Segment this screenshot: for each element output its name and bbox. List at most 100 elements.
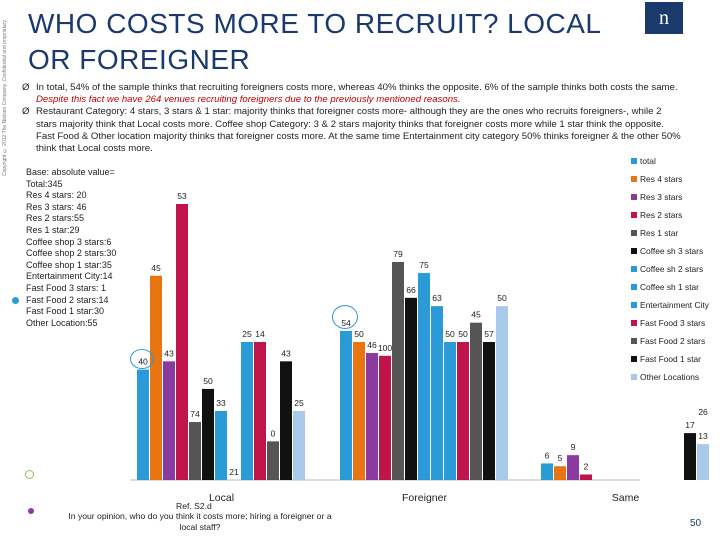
legend-swatch xyxy=(631,356,637,362)
data-label: 50 xyxy=(445,329,455,339)
base-header: Base: absolute value= xyxy=(26,167,115,177)
legend-swatch xyxy=(631,266,637,272)
base-line: Coffee shop 3 stars:6 xyxy=(26,236,112,247)
base-line: Fast Food 1 star:30 xyxy=(26,306,105,317)
bar xyxy=(241,342,253,480)
bullet-total: Ø In total, 54% of the sample thinks tha… xyxy=(22,82,682,106)
bar xyxy=(267,441,279,480)
data-label: 50 xyxy=(203,376,213,386)
data-label: 13 xyxy=(698,431,708,441)
bar xyxy=(405,297,417,480)
data-label: 14 xyxy=(255,329,265,339)
legend-swatch xyxy=(631,338,637,344)
bar xyxy=(457,342,469,480)
bullet-categories-text: Restaurant Category: 4 stars, 3 stars & … xyxy=(36,106,681,155)
legend-swatch xyxy=(631,158,637,164)
bar xyxy=(150,275,162,480)
legend-label: Fast Food 2 stars xyxy=(640,336,706,346)
bar xyxy=(697,444,709,480)
nielsen-logo: n xyxy=(645,2,683,34)
legend-label: Fast Food 1 star xyxy=(640,354,701,364)
highlight-circle-local xyxy=(130,349,154,369)
page-number: 50 xyxy=(690,518,702,529)
legend-swatch xyxy=(631,320,637,326)
data-label: 75 xyxy=(419,260,429,270)
data-label: 50 xyxy=(354,329,364,339)
base-line: Entertainment City:14 xyxy=(26,271,113,282)
bar xyxy=(567,455,579,480)
bar xyxy=(418,273,430,480)
bar xyxy=(176,204,188,480)
bar xyxy=(293,411,305,480)
bar xyxy=(554,466,566,480)
bar xyxy=(202,388,214,480)
legend-label: Coffee sh 2 stars xyxy=(640,264,704,274)
bar xyxy=(215,411,227,480)
data-label: 53 xyxy=(177,191,187,201)
data-label: 43 xyxy=(164,348,174,358)
legend-swatch xyxy=(631,176,637,182)
bar xyxy=(163,361,175,480)
data-label: 57 xyxy=(484,329,494,339)
category-label: Foreigner xyxy=(402,492,447,504)
data-label: 100 xyxy=(378,343,393,353)
data-label: 5 xyxy=(558,453,563,463)
legend-swatch xyxy=(631,212,637,218)
bar xyxy=(340,330,352,480)
bullet-total-text: In total, 54% of the sample thinks that … xyxy=(36,82,678,93)
bar xyxy=(444,342,456,480)
legend-swatch xyxy=(631,248,637,254)
base-line: Res 3 stars: 46 xyxy=(26,201,87,212)
bullet-categories: Ø Restaurant Category: 4 stars, 3 stars … xyxy=(22,106,682,155)
bar xyxy=(280,361,292,480)
data-label: 74 xyxy=(190,409,200,419)
legend-label: Entertainment City xyxy=(640,300,709,310)
summary-bullets: Ø In total, 54% of the sample thinks tha… xyxy=(22,82,682,155)
bar xyxy=(254,342,266,480)
base-line: Coffee shop 2 stars:30 xyxy=(26,248,117,259)
data-label: 9 xyxy=(571,442,576,452)
bar xyxy=(580,474,592,480)
legend-swatch xyxy=(631,374,637,380)
bar xyxy=(353,342,365,480)
reference-code: Ref. S2.d xyxy=(176,501,212,511)
legend-label: Coffee sh 3 stars xyxy=(640,246,704,256)
data-label: 45 xyxy=(471,310,481,320)
decor-dot xyxy=(12,297,19,304)
data-label: 50 xyxy=(497,293,507,303)
data-label: 43 xyxy=(281,348,291,358)
bullet-total-highlight: Despite this fact we have 264 venues rec… xyxy=(36,94,461,106)
base-line: Other Location:55 xyxy=(26,317,98,328)
legend-label: Other Locations xyxy=(640,372,700,382)
data-label: 50 xyxy=(458,329,468,339)
data-label: 17 xyxy=(685,420,695,430)
base-counts: Base: absolute value= Total:345 Res 4 st… xyxy=(26,167,116,329)
legend-label: Res 3 stars xyxy=(640,192,683,202)
data-label: 66 xyxy=(406,285,416,295)
legend-label: Res 1 star xyxy=(640,228,679,238)
bar xyxy=(379,355,391,480)
data-label: 46 xyxy=(367,340,377,350)
bar xyxy=(483,342,495,480)
base-line: Res 1 star:29 xyxy=(26,224,80,235)
data-label: 63 xyxy=(432,293,442,303)
question-note: In your opinion, who do you think it cos… xyxy=(68,511,332,532)
data-label: 6 xyxy=(545,450,550,460)
decor-dot xyxy=(28,508,34,514)
bar xyxy=(684,433,696,480)
bullet-arrow-icon: Ø xyxy=(22,106,30,118)
data-label: 45 xyxy=(151,263,161,273)
bar xyxy=(496,306,508,480)
data-label: 0 xyxy=(271,428,276,438)
bar xyxy=(431,306,443,480)
legend-label: Res 2 stars xyxy=(640,210,683,220)
base-line: Total:345 xyxy=(26,178,63,189)
data-label: 26 xyxy=(698,407,708,417)
legend-swatch xyxy=(631,284,637,290)
base-line: Res 2 stars:55 xyxy=(26,213,85,224)
legend-swatch xyxy=(631,194,637,200)
data-label: 25 xyxy=(242,329,252,339)
bullet-arrow-icon: Ø xyxy=(22,82,30,93)
data-label: 2 xyxy=(584,461,589,471)
